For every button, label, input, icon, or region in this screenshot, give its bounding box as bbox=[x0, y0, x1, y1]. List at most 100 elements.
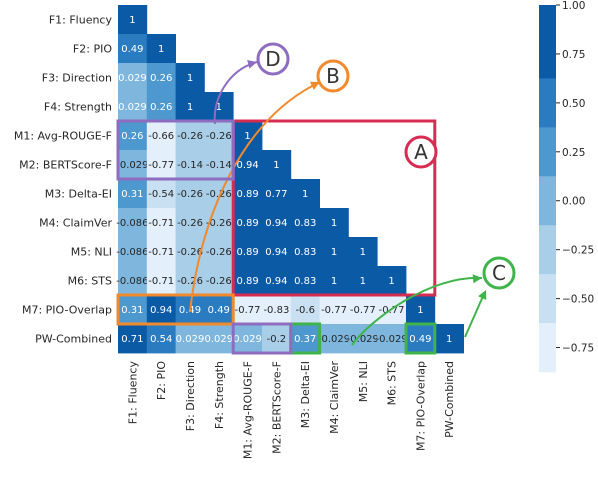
cell-value-label: 0.94 bbox=[265, 276, 287, 287]
heatmap-cell bbox=[146, 34, 176, 64]
cell-value-label: -0.77 bbox=[148, 160, 174, 171]
heatmap-cell bbox=[118, 121, 148, 151]
row-label-m6-sts: M6: STS bbox=[68, 275, 112, 288]
row-label-m7-pio-overlap: M7: PIO-Overlap bbox=[22, 304, 112, 317]
column-label-f1-fluency: F1: Fluency bbox=[126, 361, 139, 425]
cell-value-label: -0.71 bbox=[148, 276, 174, 287]
cell-value-label: -0.26 bbox=[206, 247, 232, 258]
cell-value-label: -0.26 bbox=[206, 218, 232, 229]
cell-value-label: -0.029 bbox=[116, 160, 148, 171]
heatmap-cell bbox=[146, 92, 176, 122]
colorbar-bin bbox=[539, 274, 556, 324]
cell-value-label: 1 bbox=[187, 102, 193, 113]
cell-value-label: -0.83 bbox=[263, 305, 289, 316]
row-label-m3-delta-ei: M3: Delta-EI bbox=[45, 188, 112, 201]
heatmap-cell bbox=[319, 324, 349, 354]
cell-value-label: 0.89 bbox=[236, 189, 258, 200]
colorbar-tick-label: 0.25 bbox=[562, 147, 585, 159]
cell-value-label: 0.54 bbox=[150, 334, 172, 345]
colorbar-tick-label: 0.75 bbox=[562, 49, 585, 61]
column-label-f3-direction: F3: Direction bbox=[184, 361, 197, 431]
heatmap-cell bbox=[262, 237, 292, 267]
heatmap-cell bbox=[204, 121, 234, 151]
heatmap-cell bbox=[262, 208, 292, 238]
cell-value-label: -0.26 bbox=[177, 131, 203, 142]
heatmap-cell bbox=[434, 324, 464, 354]
heatmap-cell bbox=[290, 237, 320, 267]
heatmap-cell bbox=[146, 179, 176, 209]
heatmap-cell bbox=[348, 266, 378, 296]
heatmap-cells: 10.49 10.029 0.26 10.029 0.26 1 10.26 -0.66 -0.2… bbox=[116, 5, 464, 354]
column-label-f2-pio: F2: PIO bbox=[155, 361, 168, 400]
column-label-m2-bertscore-f: M2: BERTScore-F bbox=[270, 361, 283, 454]
heatmap-cell bbox=[204, 324, 234, 354]
heatmap-cell bbox=[233, 179, 263, 209]
heatmap-cell bbox=[262, 324, 292, 354]
heatmap-cell bbox=[175, 121, 205, 151]
cell-value-label: -0.77 bbox=[350, 305, 376, 316]
column-label-pw-combined: PW-Combined bbox=[443, 361, 456, 438]
heatmap-cell bbox=[348, 295, 378, 325]
heatmap-cell bbox=[290, 324, 320, 354]
cell-value-label: 0.26 bbox=[150, 73, 172, 84]
colorbar-bin bbox=[539, 225, 556, 275]
colorbar-tick-label: 0.00 bbox=[562, 196, 585, 208]
cell-value-label: 0.029 bbox=[118, 102, 147, 113]
cell-value-label: 0.49 bbox=[409, 334, 431, 345]
cell-value-label: 0.37 bbox=[294, 334, 316, 345]
cell-value-label: 1 bbox=[360, 276, 366, 287]
heatmap-cell bbox=[118, 237, 148, 267]
colorbar-tick-label: 1.00 bbox=[562, 0, 585, 12]
box-a bbox=[231, 119, 437, 297]
heatmap-cell bbox=[175, 208, 205, 238]
heatmap-cell bbox=[175, 179, 205, 209]
arrow-c-2 bbox=[464, 293, 485, 338]
heatmap-cell bbox=[204, 179, 234, 209]
row-label-f4-strength: F4: Strength bbox=[44, 101, 112, 114]
column-label-m4-claimver: M4: ClaimVer bbox=[328, 361, 341, 434]
heatmap-cell bbox=[377, 324, 407, 354]
cell-value-label: -0.26 bbox=[177, 189, 203, 200]
cell-value-label: 0.83 bbox=[294, 218, 316, 229]
callout-circle-b bbox=[316, 59, 350, 93]
heatmap-cell bbox=[175, 63, 205, 93]
heatmap-cell bbox=[262, 179, 292, 209]
cell-value-label: 1 bbox=[187, 73, 193, 84]
row-label-pw-combined: PW-Combined bbox=[35, 333, 112, 346]
cell-value-label: 0.029 bbox=[233, 334, 262, 345]
heatmap-cell bbox=[262, 295, 292, 325]
cell-value-label: -0.66 bbox=[148, 131, 174, 142]
colorbar-tick-label: 0.50 bbox=[562, 98, 585, 110]
column-label-m3-delta-ei: M3: Delta-EI bbox=[299, 361, 312, 428]
heatmap-cell bbox=[146, 237, 176, 267]
cell-value-label: -0.2 bbox=[267, 334, 287, 345]
row-label-m4-claimver: M4: ClaimVer bbox=[39, 217, 112, 230]
heatmap-cell bbox=[118, 295, 148, 325]
cell-value-label: 0.26 bbox=[150, 102, 172, 113]
cell-value-label: -0.086 bbox=[116, 276, 148, 287]
cell-value-label: -0.54 bbox=[148, 189, 174, 200]
colorbar-bin bbox=[539, 5, 556, 79]
heatmap-cell bbox=[348, 324, 378, 354]
cell-value-label: -0.086 bbox=[116, 218, 148, 229]
cell-value-label: -0.77 bbox=[321, 305, 347, 316]
cell-value-label: 1 bbox=[331, 218, 337, 229]
heatmap-cell bbox=[146, 208, 176, 238]
cell-value-label: 0.89 bbox=[236, 276, 258, 287]
heatmap-cell bbox=[233, 208, 263, 238]
row-label-f1-fluency: F1: Fluency bbox=[49, 14, 113, 27]
heatmap-cell bbox=[290, 295, 320, 325]
arrow-c-1 bbox=[351, 276, 483, 346]
heatmap-cell bbox=[204, 295, 234, 325]
heatmap-cell bbox=[175, 324, 205, 354]
heatmap-cell bbox=[175, 150, 205, 180]
heatmap-cell bbox=[290, 179, 320, 209]
cell-value-label: 1 bbox=[331, 276, 337, 287]
cell-value-label: -0.6 bbox=[295, 305, 315, 316]
heatmap-cell bbox=[377, 266, 407, 296]
box-d-1 bbox=[116, 119, 235, 181]
colorbar-bin bbox=[539, 176, 556, 226]
heatmap-cell bbox=[319, 295, 349, 325]
cell-value-label: 1 bbox=[216, 102, 222, 113]
